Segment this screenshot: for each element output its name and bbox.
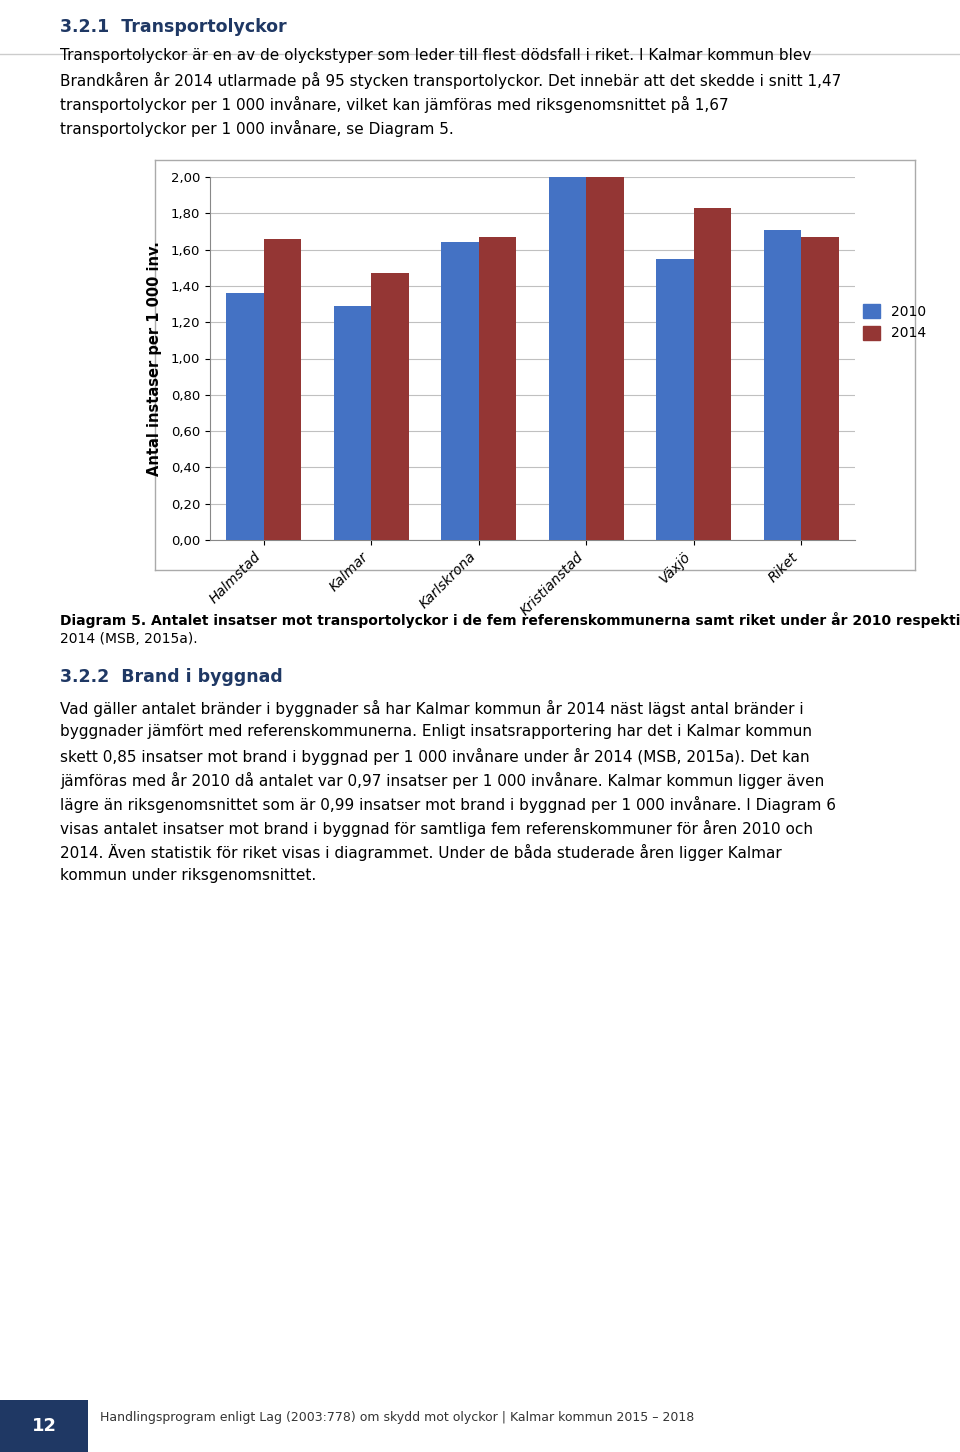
Bar <box>587 173 624 540</box>
Bar <box>548 173 587 540</box>
Text: jämföras med år 2010 då antalet var 0,97 insatser per 1 000 invånare. Kalmar kom: jämföras med år 2010 då antalet var 0,97… <box>60 772 825 788</box>
Text: Transportolyckor är en av de olyckstyper som leder till flest dödsfall i riket. : Transportolyckor är en av de olyckstyper… <box>60 48 811 62</box>
Text: transportolyckor per 1 000 invånare, vilket kan jämföras med riksgenomsnittet på: transportolyckor per 1 000 invånare, vil… <box>60 96 729 113</box>
Text: kommun under riksgenomsnittet.: kommun under riksgenomsnittet. <box>60 868 316 883</box>
Text: 12: 12 <box>32 1417 57 1435</box>
Text: Vad gäller antalet bränder i byggnader så har Kalmar kommun år 2014 näst lägst a: Vad gäller antalet bränder i byggnader s… <box>60 700 804 717</box>
Bar <box>227 293 264 540</box>
Text: byggnader jämfört med referenskommunerna. Enligt insatsrapportering har det i Ka: byggnader jämfört med referenskommunerna… <box>60 725 812 739</box>
Bar <box>802 237 839 540</box>
Bar <box>479 237 516 540</box>
Bar <box>763 229 802 540</box>
Text: 2014. Även statistik för riket visas i diagrammet. Under de båda studerade åren : 2014. Även statistik för riket visas i d… <box>60 844 781 861</box>
Text: Handlingsprogram enligt Lag (2003:778) om skydd mot olyckor | Kalmar kommun 2015: Handlingsprogram enligt Lag (2003:778) o… <box>100 1411 694 1424</box>
Text: 2014 (MSB, 2015a).: 2014 (MSB, 2015a). <box>60 632 198 646</box>
Bar <box>694 208 732 540</box>
Text: lägre än riksgenomsnittet som är 0,99 insatser mot brand i byggnad per 1 000 inv: lägre än riksgenomsnittet som är 0,99 in… <box>60 796 836 813</box>
Text: Diagram 5. Antalet insatser mot transportolyckor i de fem referenskommunerna sam: Diagram 5. Antalet insatser mot transpor… <box>60 611 960 629</box>
Text: skett 0,85 insatser mot brand i byggnad per 1 000 invånare under år 2014 (MSB, 2: skett 0,85 insatser mot brand i byggnad … <box>60 748 809 765</box>
Text: 3.2.1  Transportolyckor: 3.2.1 Transportolyckor <box>60 17 287 36</box>
Y-axis label: Antal instaser per 1 000 inv.: Antal instaser per 1 000 inv. <box>148 241 162 476</box>
Bar <box>372 273 409 540</box>
Text: transportolyckor per 1 000 invånare, se Diagram 5.: transportolyckor per 1 000 invånare, se … <box>60 121 454 136</box>
Bar <box>264 238 301 540</box>
Legend: 2010, 2014: 2010, 2014 <box>858 298 932 346</box>
Text: Brandkåren år 2014 utlarmade på 95 stycken transportolyckor. Det innebär att det: Brandkåren år 2014 utlarmade på 95 styck… <box>60 73 841 89</box>
Bar <box>334 306 372 540</box>
Bar <box>442 242 479 540</box>
Bar <box>656 258 694 540</box>
Text: visas antalet insatser mot brand i byggnad för samtliga fem referenskommuner för: visas antalet insatser mot brand i byggn… <box>60 820 813 836</box>
Text: 3.2.2  Brand i byggnad: 3.2.2 Brand i byggnad <box>60 668 283 685</box>
